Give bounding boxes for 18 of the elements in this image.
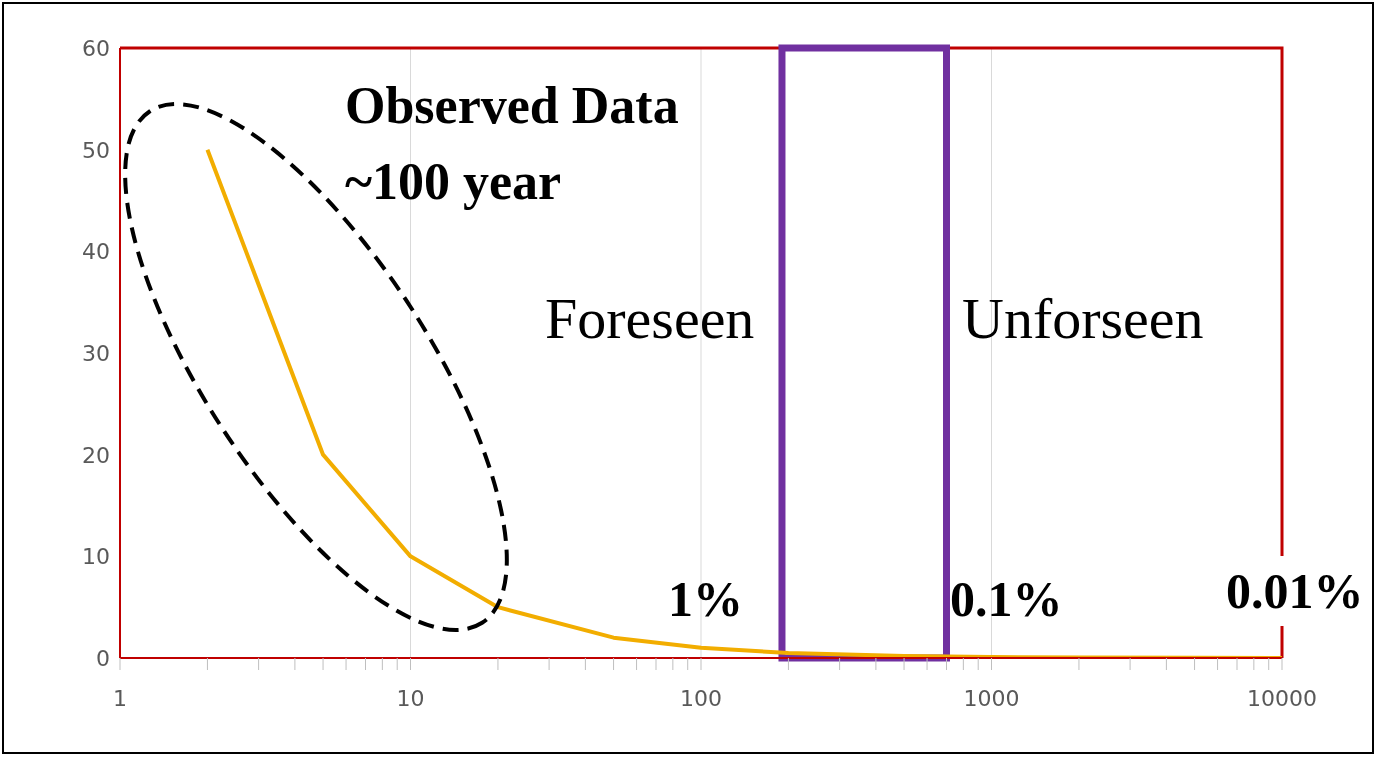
x-tick-label: 1000	[963, 685, 1020, 711]
annotation: Foreseen	[545, 285, 755, 352]
x-tick-label: 100	[680, 685, 722, 711]
y-tick-label: 40	[82, 239, 110, 265]
annotation: Unforseen	[962, 285, 1204, 352]
y-tick-label: 10	[82, 544, 110, 570]
y-tick-label: 0	[96, 646, 110, 671]
y-tick-label: 30	[82, 341, 110, 366]
annotation: 0.1%	[950, 570, 1063, 628]
annotation: 1%	[668, 570, 743, 628]
y-tick-label: 20	[82, 442, 110, 468]
x-tick-label: 10000	[1247, 685, 1317, 711]
x-tick-label: 1	[113, 685, 127, 711]
y-tick-label: 50	[82, 137, 110, 163]
x-tick-label: 10	[396, 685, 425, 711]
y-tick-label: 60	[82, 36, 110, 61]
annotation: Observed Data ~100 year	[345, 76, 680, 212]
annotation: 0.01%	[1222, 556, 1368, 626]
